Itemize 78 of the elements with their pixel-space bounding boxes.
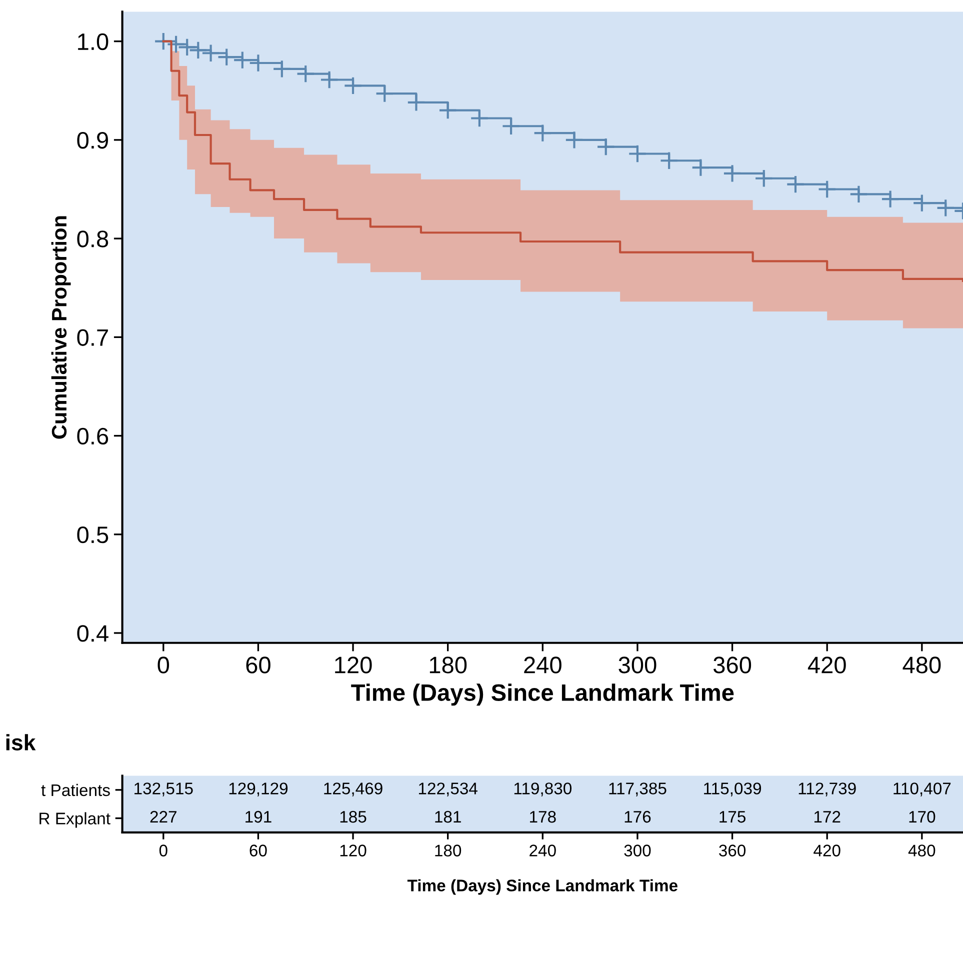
y-tick-label: 1.0: [78, 33, 108, 50]
data-label: 117,385: [609, 782, 666, 796]
x-tick-label: 420: [808, 656, 846, 674]
point: [272, 60, 292, 78]
point: [201, 44, 220, 63]
point: [564, 130, 584, 150]
x-tick-label: 60: [246, 656, 270, 674]
x-tick-label: 0: [158, 656, 170, 674]
point: [178, 38, 196, 57]
point: [217, 48, 236, 66]
data-label: 125,469: [324, 782, 382, 796]
data-label: 191: [246, 810, 272, 823]
point: [406, 93, 426, 112]
point: [628, 144, 647, 164]
data-label: 122,534: [418, 782, 478, 796]
x-tick-label: 0: [159, 844, 168, 856]
data-label: 110,407: [894, 782, 951, 796]
point: [188, 40, 208, 60]
x-tick-label: 300: [624, 844, 651, 856]
point: [818, 180, 836, 199]
point: [296, 64, 315, 84]
point: [849, 184, 868, 204]
point: [754, 169, 774, 188]
y-axis-title: Cumulative Proportion: [51, 216, 71, 439]
data-label: 185: [340, 810, 366, 823]
y-tick-label: 0.7: [77, 329, 108, 346]
point: [344, 76, 362, 96]
data-label: 170: [909, 810, 936, 823]
data-label: 227: [150, 810, 176, 823]
x-tick-label: 180: [430, 656, 467, 674]
y-tick-label: 0.4: [77, 625, 108, 642]
x-tick-label: 360: [719, 844, 746, 856]
x-tick-label: 480: [908, 844, 936, 856]
point: [660, 151, 678, 170]
x-tick-label: 120: [340, 844, 366, 856]
point: [691, 158, 710, 177]
x-tick-label: 60: [250, 844, 267, 856]
x-tick-label: 420: [814, 844, 840, 856]
data-label: 181: [435, 810, 461, 823]
x-axis-title: Time (Days) Since Landmark Time: [351, 684, 734, 706]
data-label: 178: [530, 810, 556, 823]
point: [233, 50, 252, 70]
point: [912, 194, 932, 212]
data-label: 172: [814, 810, 840, 823]
x-tick-label: 240: [524, 656, 562, 674]
data-label: 132,515: [134, 782, 193, 796]
data-label: 176: [624, 810, 651, 823]
point: [502, 116, 520, 136]
x-tick-label: 120: [335, 656, 372, 674]
data-label: 129,129: [229, 782, 288, 796]
data-label: 119,830: [514, 782, 572, 796]
chart-title: isk: [6, 734, 36, 750]
data-label: 112,739: [798, 782, 856, 796]
point: [375, 84, 394, 103]
y-tick-label: t Patients: [41, 784, 110, 796]
point: [936, 198, 955, 218]
y-tick-label: 0.6: [77, 428, 108, 445]
x-axis-title: Time (Days) Since Landmark Time: [407, 879, 678, 895]
x-tick-label: 360: [713, 656, 752, 674]
x-tick-label: 240: [530, 844, 556, 856]
data-label: 175: [720, 811, 746, 823]
x-tick-label: 480: [902, 656, 941, 674]
point: [880, 190, 900, 208]
point: [722, 164, 742, 183]
x-tick-label: 180: [435, 844, 462, 856]
point: [786, 174, 805, 194]
point: [166, 34, 186, 54]
point: [470, 108, 489, 128]
x-tick-label: 300: [618, 656, 656, 674]
point: [438, 100, 458, 120]
y-tick-label: R Explant: [40, 812, 110, 828]
y-tick-label: 0.5: [77, 526, 108, 544]
point: [320, 70, 339, 90]
y-tick-label: 0.9: [77, 132, 108, 149]
point: [596, 137, 616, 156]
point: [533, 124, 552, 142]
data-label: 115,039: [704, 782, 762, 796]
y-tick-label: 0.8: [77, 230, 108, 248]
